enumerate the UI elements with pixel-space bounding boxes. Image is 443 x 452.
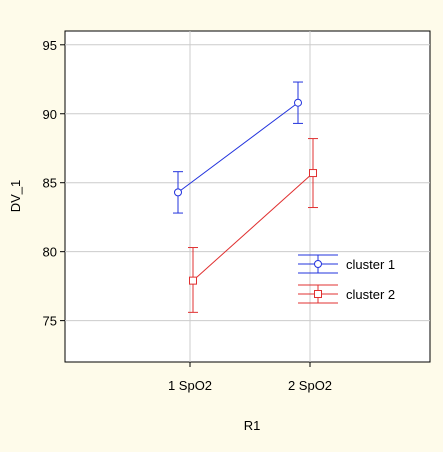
y-axis-ticks: 75 80 85 90 95 — [43, 38, 65, 329]
y-tick-label: 90 — [43, 107, 57, 122]
data-point — [174, 188, 182, 197]
y-axis-label: DV_1 — [8, 180, 23, 213]
legend-label: cluster 1 — [346, 257, 395, 272]
x-tick-label: 2 SpO2 — [288, 378, 332, 393]
y-tick-label: 85 — [43, 176, 57, 191]
plot-area — [64, 30, 431, 363]
x-axis-ticks: 1 SpO2 2 SpO2 — [168, 362, 332, 393]
legend-marker — [314, 260, 322, 268]
x-tick-label: 1 SpO2 — [168, 378, 212, 393]
data-point — [189, 276, 197, 285]
legend-label: cluster 2 — [346, 287, 395, 302]
series-line-1 — [177, 102, 299, 193]
y-tick-label: 80 — [43, 245, 57, 260]
y-tick-label: 75 — [43, 314, 57, 329]
legend: cluster 1 cluster 2 — [298, 254, 395, 304]
data-point — [294, 98, 302, 107]
y-tick-label: 95 — [43, 38, 57, 53]
legend-marker — [314, 290, 322, 298]
grid-lines — [65, 31, 430, 362]
data-point — [309, 169, 317, 178]
series-group — [173, 81, 318, 313]
series-line-2 — [192, 172, 314, 282]
x-axis-label: R1 — [244, 418, 261, 433]
